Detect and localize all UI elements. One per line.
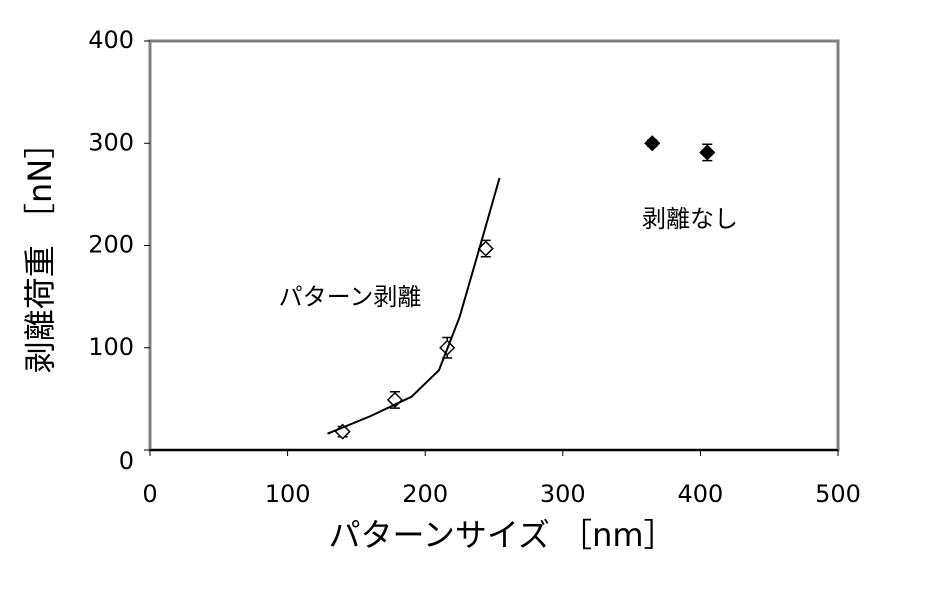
x-tick-label: 300 [540, 480, 586, 508]
y-tick-label: 400 [88, 26, 134, 54]
plot-frame [148, 39, 840, 452]
x-tick-label: 400 [677, 480, 723, 508]
x-axis-label: パターンサイズ ［nm］ [328, 516, 675, 554]
x-tick-label: 500 [815, 480, 861, 508]
x-tick-label: 200 [402, 480, 448, 508]
y-tick-label: 300 [88, 128, 134, 156]
y-axis-label: 剥離荷重 ［nN］ [21, 127, 59, 373]
data-point [644, 135, 661, 152]
y-tick-label: 200 [88, 231, 134, 259]
annotation: パターン剥離 [279, 283, 422, 311]
data-point [699, 144, 716, 161]
annotation: 剥離なし [642, 205, 738, 233]
x-tick-label: 100 [265, 480, 311, 508]
x-tick-label: 0 [142, 480, 157, 508]
data-point [477, 240, 494, 257]
fit-curve [327, 177, 501, 435]
y-tick-label: 100 [88, 333, 134, 361]
y-tick-label: 0 [119, 447, 134, 475]
